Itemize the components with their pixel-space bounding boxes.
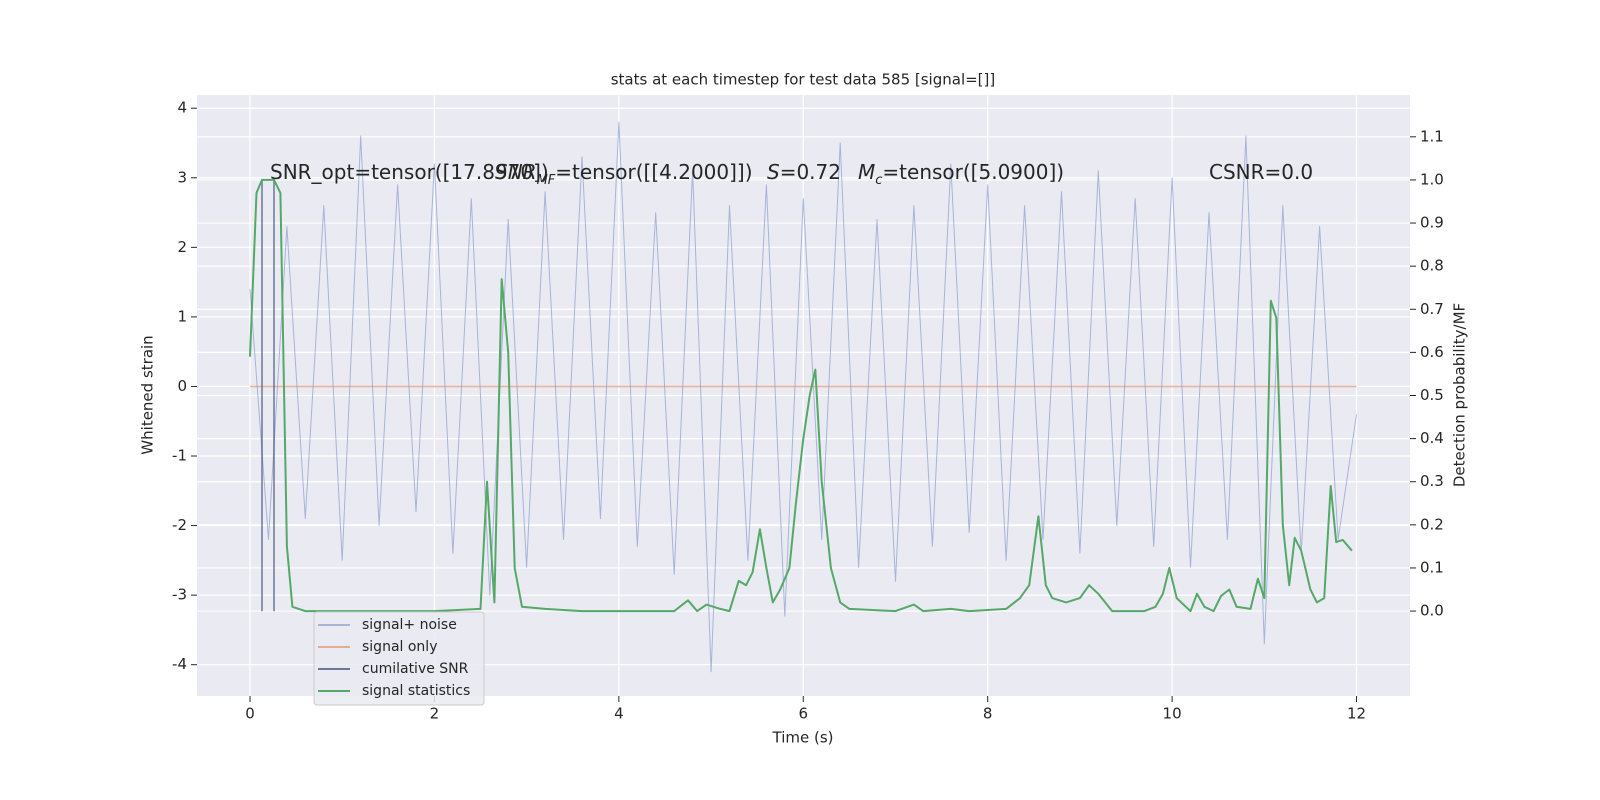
legend: signal+ noise signal only cumilative SNR si…: [313, 611, 485, 706]
x-tick-label: 8: [983, 705, 993, 723]
y2-tick-label: 0.9: [1420, 214, 1444, 232]
y2-tick-label: 0.7: [1420, 300, 1444, 318]
series-line: [249, 178, 1353, 613]
x-tick-label: 10: [1163, 705, 1182, 723]
annotation-part: S: [767, 160, 780, 184]
annotation-part: =0.72: [780, 160, 841, 184]
annotation-part: CSNR=0.0: [1209, 160, 1313, 184]
x-tick-label: 6: [798, 705, 808, 723]
y-tick-label: -1: [172, 447, 187, 465]
legend-box: [313, 611, 485, 706]
y2-tick-label: 0.4: [1420, 429, 1444, 447]
y2-tick-label: 1.0: [1420, 170, 1444, 188]
annotation-part: =tensor([[4.2000]]): [555, 160, 752, 184]
legend-label: cumilative SNR: [362, 661, 469, 677]
y2-tick-label: 0.0: [1420, 602, 1444, 620]
annotation-part: MF: [537, 173, 556, 188]
grid: 0 2 4 6 8 10 12-4-3-2-1012340.00.10.20.30.40.5…: [172, 95, 1444, 723]
y-axis-label: Whitened strain: [139, 335, 157, 454]
y-tick-label: 0: [177, 377, 187, 395]
y-tick-label: 3: [177, 168, 187, 186]
x-axis-label: Time (s): [772, 729, 834, 747]
x-tick-label: 4: [614, 705, 624, 723]
y2-tick-label: 0.6: [1420, 343, 1444, 361]
series-line: [249, 121, 1357, 673]
y2-tick-label: 0.5: [1420, 386, 1444, 404]
annotation-part: M: [858, 160, 875, 184]
y-tick-label: 2: [177, 238, 187, 256]
y-tick-label: -4: [172, 655, 187, 673]
annotation: SNRMF=tensor([[4.2000]]): [495, 160, 753, 189]
annotation: SNR_opt=tensor([17.8970]): [270, 160, 549, 184]
annotations: SNR_opt=tensor([17.8970])SNRMF=tensor([[…: [270, 160, 1313, 189]
x-tick-label: 0: [245, 705, 255, 723]
annotation-part: c: [875, 173, 882, 188]
y2-tick-label: 0.2: [1420, 515, 1444, 533]
legend-label: signal+ noise: [362, 617, 457, 633]
chart-title: stats at each timestep for test data 585…: [611, 71, 996, 89]
x-tick-label: 2: [430, 705, 440, 723]
annotation: Mc=tensor([5.0900]): [858, 160, 1064, 189]
plot-lines: [249, 121, 1357, 673]
annotation: CSNR=0.0: [1209, 160, 1313, 184]
legend-label: signal only: [362, 639, 437, 655]
annotation: S=0.72: [767, 160, 841, 184]
y-tick-label: -2: [172, 516, 187, 534]
y2-axis-label: Detection probability/MF: [1451, 303, 1469, 487]
annotation-part: SNR: [495, 160, 537, 184]
y2-tick-label: 0.3: [1420, 472, 1444, 490]
annotation-part: SNR_opt=tensor([17.8970]): [270, 160, 549, 184]
legend-label: signal statistics: [362, 683, 470, 699]
y2-tick-label: 0.1: [1420, 558, 1444, 576]
y-tick-label: 4: [177, 99, 187, 117]
y2-tick-label: 0.8: [1420, 257, 1444, 275]
y-tick-label: -3: [172, 586, 187, 604]
y-tick-label: 1: [177, 307, 187, 325]
x-tick-label: 12: [1347, 705, 1366, 723]
annotation-part: =tensor([5.0900]): [882, 160, 1064, 184]
y2-tick-label: 1.1: [1420, 127, 1444, 145]
